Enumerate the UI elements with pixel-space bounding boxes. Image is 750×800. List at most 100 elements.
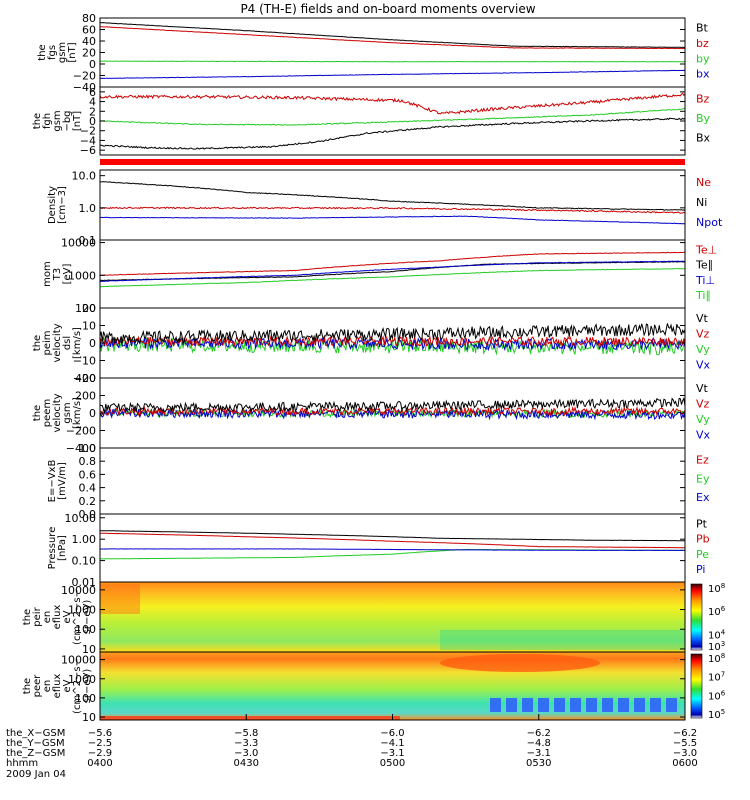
x-row-label: the_X−GSM — [6, 728, 65, 739]
y-axis-label: E=−VxB — [47, 460, 58, 503]
panel-peem: 400 200 0 −200 −400 the peem velocity gsm [km/s] V… — [32, 372, 711, 455]
y-tick-label: −40 — [73, 81, 96, 94]
peer-low-flux-patch — [506, 698, 517, 712]
y-axis-label: en — [42, 611, 53, 624]
legend-by: by — [696, 52, 710, 65]
colorbar-peir — [690, 583, 703, 651]
y-axis-label: peir — [32, 606, 43, 626]
y-tick-label: 0.01 — [72, 576, 97, 589]
y-tick-label: 0 — [89, 337, 96, 350]
x-row-value: −4.1 — [380, 738, 404, 749]
y-axis-label: mom — [42, 261, 53, 287]
peer-low-flux-patch — [618, 698, 629, 712]
peer-low-flux-patch — [650, 698, 661, 712]
y-tick-label: −20 — [73, 70, 96, 83]
panel-efield: 1.00.80.60.40.20.0 E=−VxB [mV/m] Ez Ey Ex — [47, 442, 710, 521]
series-temperature-te — [99, 261, 686, 282]
x-row-value: −5.8 — [234, 728, 258, 739]
series-fgs-bx — [99, 69, 686, 79]
legend-vz: Vz — [696, 327, 710, 340]
y-tick-label: 1.0 — [79, 202, 97, 215]
y-tick-label: 10.0 — [72, 170, 97, 183]
y-axis-label: [km/s] — [72, 397, 83, 429]
legend-bx: Bx — [696, 132, 711, 145]
series-density-npot — [99, 215, 686, 225]
series-peem-vz — [99, 405, 686, 417]
y-axis-label: velocity — [52, 393, 63, 432]
x-row-value: 0430 — [234, 758, 259, 769]
y-tick-label: −200 — [66, 425, 96, 438]
x-row-value: −2.5 — [88, 738, 112, 749]
y-axis-label: [mV/m] — [57, 462, 68, 500]
legend-te: Te⊥ — [695, 244, 717, 257]
peer-low-flux-patch — [522, 698, 533, 712]
x-row-value: −4.8 — [527, 738, 551, 749]
y-tick-label: 1000 — [68, 673, 96, 686]
y-tick-label: 400 — [75, 372, 96, 385]
legend-bz: bz — [696, 37, 709, 50]
y-tick-label: 0.8 — [79, 455, 97, 468]
peer-low-flux-patch — [538, 698, 549, 712]
series-fgh-by — [99, 108, 685, 126]
y-tick-label: 10 — [82, 643, 96, 656]
legend-ti: Ti⊥ — [695, 274, 715, 287]
x-row-value: −3.1 — [380, 748, 404, 759]
y-tick-label: 0.2 — [79, 495, 97, 508]
peer-low-flux-patch — [490, 698, 501, 712]
y-axis-label: gsm — [62, 402, 73, 423]
y-axis-label: the — [22, 678, 33, 694]
panel-pressure: 10.00 1.00 0.10 0.01 Pressure [nPa] Pt Pb Pe Pi — [47, 512, 710, 589]
y-axis-label: [nPa] — [57, 535, 68, 561]
y-axis-label: velocity — [52, 323, 63, 362]
panel-frame — [99, 513, 686, 583]
y-tick-label: 20 — [82, 302, 96, 315]
series-fgh-bz — [99, 92, 686, 115]
series-density-ni — [99, 181, 686, 211]
y-tick-label: 100 — [75, 692, 96, 705]
legend-ne: Ne — [696, 176, 711, 189]
y-axis-label: T3 — [52, 268, 63, 281]
y-axis-label: fgs — [47, 45, 58, 60]
y-tick-label: −6 — [80, 144, 96, 157]
peer-low-flux-patch — [602, 698, 613, 712]
separator-bar — [100, 159, 685, 165]
y-axis-label: the — [32, 335, 43, 351]
date-label: 2009 Jan 04 — [6, 769, 66, 780]
x-row-value: −2.9 — [88, 748, 112, 759]
y-tick-label: 6 — [89, 86, 96, 99]
y-tick-label: 0.0 — [79, 508, 97, 521]
y-tick-label: −2 — [80, 125, 96, 138]
legend-ex: Ex — [696, 491, 710, 504]
y-tick-label: 1.00 — [72, 533, 97, 546]
x-axis-annotation: the_X−GSM −5.6 −5.8 −6.0 −6.2 −6.2 the_Y−GSM −2… — [6, 714, 698, 780]
legend-pi: Pi — [696, 563, 705, 576]
y-tick-label: −4 — [80, 134, 96, 147]
x-row-value: −6.0 — [380, 728, 404, 739]
series-pressure-pb — [99, 532, 685, 549]
y-tick-label: 1000 — [68, 269, 96, 282]
y-tick-label: 2 — [89, 105, 96, 118]
y-tick-label: 10000 — [61, 654, 96, 667]
x-row-value: 0530 — [526, 758, 551, 769]
series-pressure-pi — [99, 548, 685, 551]
peer-low-flux-patch — [554, 698, 565, 712]
colorbar-peer — [690, 653, 703, 719]
legend-pt: Pt — [696, 518, 708, 531]
y-tick-label: 4 — [89, 96, 96, 109]
legend-vz: Vz — [696, 397, 710, 410]
y-tick-label: 60 — [82, 24, 96, 37]
series-peem-vt — [99, 397, 686, 414]
x-row-value: −6.2 — [527, 728, 551, 739]
y-tick-label: 40 — [82, 35, 96, 48]
y-tick-label: −20 — [73, 372, 96, 385]
legend-ez: Ez — [696, 453, 709, 466]
peer-high-energy-patch — [440, 654, 600, 672]
colorbar-label: 108 — [708, 652, 725, 665]
legend-vt: Vt — [696, 382, 709, 395]
y-tick-label: −10 — [73, 355, 96, 368]
y-tick-label: 10000 — [61, 584, 96, 597]
colorbar-label: 103 — [708, 640, 725, 653]
panel-frame — [99, 447, 686, 515]
